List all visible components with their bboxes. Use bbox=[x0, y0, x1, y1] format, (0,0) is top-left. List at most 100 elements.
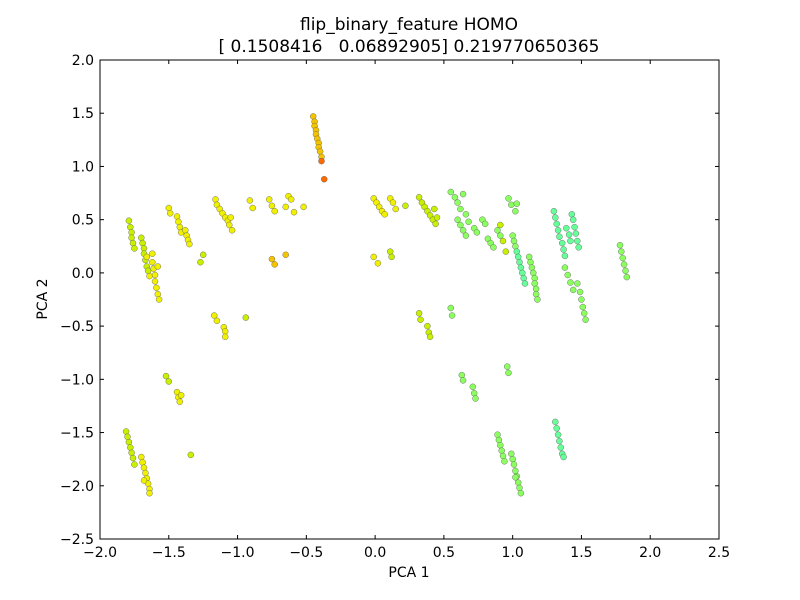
y-tick-label: −2.5 bbox=[60, 532, 94, 548]
data-point bbox=[227, 214, 234, 221]
data-point bbox=[560, 453, 567, 461]
data-point bbox=[497, 232, 504, 239]
data-point bbox=[266, 196, 273, 203]
data-point bbox=[426, 333, 434, 340]
data-point bbox=[212, 196, 219, 203]
data-point bbox=[140, 477, 148, 484]
data-point bbox=[387, 248, 394, 255]
data-point bbox=[402, 202, 409, 210]
data-point bbox=[494, 227, 501, 234]
x-tick-label: −1.0 bbox=[221, 545, 255, 561]
data-point bbox=[473, 229, 481, 236]
data-point bbox=[128, 229, 135, 236]
data-point bbox=[415, 194, 423, 201]
data-point bbox=[282, 203, 289, 211]
chart-title: flip_binary_feature HOMO bbox=[300, 15, 518, 35]
data-point bbox=[623, 273, 630, 281]
x-tick-label: 2.5 bbox=[708, 545, 730, 561]
data-point bbox=[432, 220, 439, 228]
y-tick-label: −1.5 bbox=[60, 426, 94, 442]
data-point bbox=[127, 444, 134, 451]
data-point bbox=[620, 261, 628, 268]
data-point bbox=[316, 148, 324, 155]
data-point bbox=[138, 234, 145, 242]
data-point bbox=[454, 216, 461, 223]
data-point bbox=[138, 453, 145, 461]
data-point bbox=[448, 312, 456, 319]
data-point bbox=[300, 203, 307, 211]
data-point bbox=[565, 231, 573, 238]
data-point bbox=[508, 201, 515, 209]
data-point bbox=[146, 490, 153, 497]
data-point bbox=[532, 291, 540, 298]
data-point bbox=[271, 261, 278, 268]
data-point bbox=[447, 188, 454, 196]
data-point bbox=[568, 211, 575, 218]
x-axis-label: PCA 1 bbox=[388, 565, 429, 581]
data-point bbox=[166, 210, 174, 217]
data-point bbox=[177, 392, 185, 399]
data-point bbox=[125, 217, 133, 224]
data-point bbox=[165, 204, 173, 212]
data-point bbox=[155, 296, 163, 303]
data-point bbox=[556, 437, 563, 445]
data-point bbox=[451, 194, 459, 201]
data-point bbox=[139, 459, 146, 466]
data-point bbox=[579, 303, 586, 311]
data-point bbox=[321, 175, 328, 183]
data-point bbox=[131, 461, 138, 468]
data-point bbox=[552, 214, 559, 221]
data-point bbox=[576, 288, 584, 296]
data-point bbox=[494, 431, 501, 438]
data-point bbox=[153, 284, 160, 291]
data-point bbox=[578, 296, 585, 303]
data-point bbox=[374, 260, 382, 267]
data-point bbox=[199, 251, 207, 259]
data-point bbox=[515, 479, 522, 486]
data-point bbox=[381, 211, 388, 218]
data-point bbox=[221, 333, 229, 340]
data-point bbox=[465, 218, 472, 226]
data-point bbox=[127, 223, 134, 231]
data-point bbox=[513, 200, 520, 207]
data-point bbox=[504, 363, 511, 370]
data-point bbox=[210, 312, 218, 319]
data-point bbox=[462, 211, 470, 218]
x-tick-label: −1.5 bbox=[152, 545, 186, 561]
y-tick-label: 1.5 bbox=[72, 106, 94, 122]
data-point bbox=[389, 199, 397, 206]
data-point bbox=[149, 259, 156, 266]
data-point bbox=[457, 205, 464, 213]
x-tick-label: 0.0 bbox=[364, 545, 386, 561]
data-point bbox=[567, 237, 574, 245]
data-point bbox=[556, 233, 563, 240]
y-tick-label: −2.0 bbox=[60, 479, 94, 495]
data-point bbox=[122, 428, 130, 435]
data-point bbox=[154, 263, 162, 270]
data-point bbox=[531, 280, 538, 287]
data-point bbox=[415, 310, 423, 317]
data-point bbox=[182, 227, 189, 234]
data-point bbox=[457, 221, 464, 229]
data-point bbox=[616, 241, 624, 249]
data-point bbox=[213, 317, 221, 324]
data-point bbox=[246, 197, 254, 204]
data-point bbox=[151, 278, 159, 285]
data-point bbox=[575, 244, 582, 251]
x-tick-label: 2.0 bbox=[639, 545, 661, 561]
data-point bbox=[557, 444, 564, 451]
axis-ticks: −2.0 −1.5 −1.0 −0.5 0.0 0.5 1.0 1.5 2.0 2.5−2.5−2… bbox=[60, 53, 730, 561]
data-point bbox=[516, 484, 523, 492]
data-points bbox=[122, 113, 630, 497]
data-point bbox=[567, 279, 574, 286]
data-point bbox=[512, 243, 519, 250]
data-point bbox=[154, 291, 162, 298]
data-point bbox=[176, 223, 184, 231]
data-point bbox=[125, 438, 133, 446]
data-point bbox=[510, 237, 518, 245]
data-point bbox=[242, 314, 250, 321]
x-tick-label: 1.0 bbox=[502, 545, 524, 561]
data-point bbox=[197, 259, 204, 266]
